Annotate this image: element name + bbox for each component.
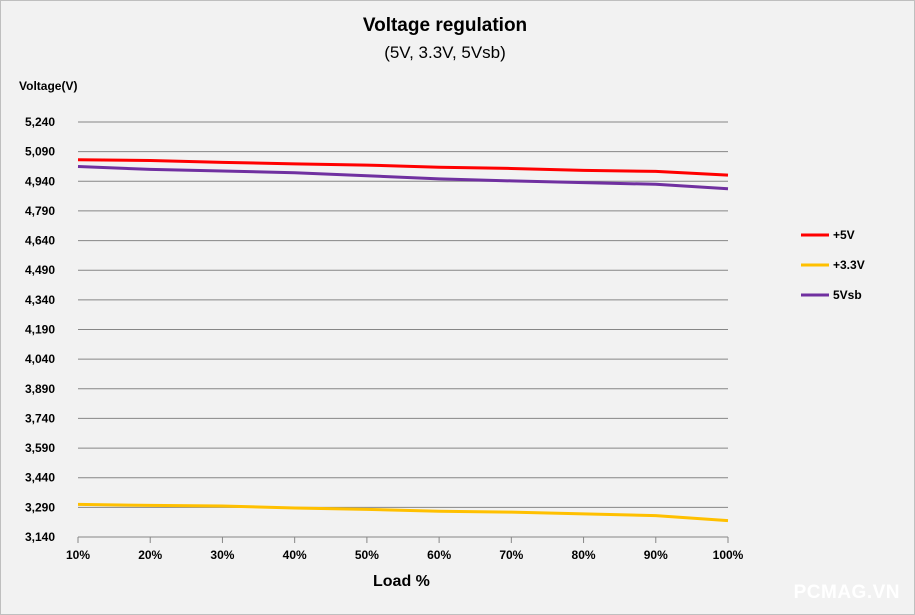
legend-label: +5V — [833, 228, 855, 242]
watermark: PCMAG.VN — [793, 582, 900, 603]
y-tick-label: 4,340 — [25, 293, 55, 307]
y-tick-label: 4,040 — [25, 352, 55, 366]
chart-title: Voltage regulation — [362, 15, 528, 36]
x-tick-label: 60% — [427, 548, 451, 562]
y-tick-label: 4,640 — [25, 234, 55, 248]
series-line-+3.3V — [77, 502, 729, 523]
y-tick-label: 3,590 — [25, 441, 55, 455]
x-tick-label: 90% — [644, 548, 668, 562]
chart-subtitle: (5V, 3.3V, 5Vsb) — [384, 43, 506, 62]
series-line-+5V — [77, 158, 729, 177]
y-tick-label: 3,440 — [25, 471, 55, 485]
x-tick-label: 80% — [572, 548, 596, 562]
legend-label: 5Vsb — [833, 288, 862, 302]
y-axis-label: Voltage(V) — [19, 79, 78, 93]
x-tick-label: 40% — [283, 548, 307, 562]
x-tick-label: 20% — [138, 548, 162, 562]
x-axis-label: Load % — [373, 573, 430, 590]
x-tick-label: 10% — [66, 548, 90, 562]
y-tick-label: 3,740 — [25, 411, 55, 425]
y-tick-label: 4,190 — [25, 323, 55, 337]
y-tick-label: 3,290 — [25, 500, 55, 514]
y-tick-label: 4,490 — [25, 263, 55, 277]
y-tick-label: 4,790 — [25, 204, 55, 218]
legend-label: +3.3V — [833, 258, 865, 272]
y-tick-label: 5,240 — [25, 115, 55, 129]
y-tick-label: 4,940 — [25, 174, 55, 188]
series-line-5Vsb — [77, 164, 729, 191]
x-tick-label: 30% — [210, 548, 234, 562]
x-tick-label: 70% — [499, 548, 523, 562]
x-tick-label: 100% — [713, 548, 744, 562]
y-tick-label: 5,090 — [25, 145, 55, 159]
y-tick-label: 3,890 — [25, 382, 55, 396]
y-tick-label: 3,140 — [25, 530, 55, 544]
x-tick-label: 50% — [355, 548, 379, 562]
